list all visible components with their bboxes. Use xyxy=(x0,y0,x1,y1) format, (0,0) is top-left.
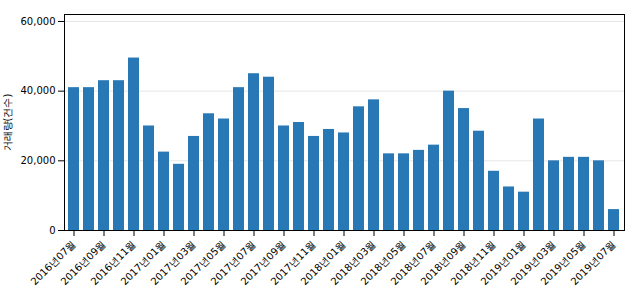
svg-text:2019년01월: 2019년01월 xyxy=(478,238,528,288)
svg-text:2018년07월: 2018년07월 xyxy=(388,238,438,288)
svg-text:2017년07월: 2017년07월 xyxy=(208,238,258,288)
svg-text:2017년03월: 2017년03월 xyxy=(148,238,198,288)
svg-text:2016년09월: 2016년09월 xyxy=(58,238,108,288)
svg-text:60,000: 60,000 xyxy=(21,16,56,27)
svg-text:2017년09월: 2017년09월 xyxy=(238,238,288,288)
svg-text:0: 0 xyxy=(49,225,55,236)
svg-text:20,000: 20,000 xyxy=(21,155,56,166)
svg-text:2016년07월: 2016년07월 xyxy=(28,238,78,288)
svg-text:2017년11월: 2017년11월 xyxy=(268,238,318,288)
svg-text:2019년07월: 2019년07월 xyxy=(569,238,618,287)
svg-text:거래량(건수): 거래량(건수) xyxy=(2,94,13,152)
svg-text:2017년01월: 2017년01월 xyxy=(118,238,168,288)
svg-text:2018년01월: 2018년01월 xyxy=(298,238,348,288)
svg-text:2018년11월: 2018년11월 xyxy=(448,238,498,288)
svg-text:2018년09월: 2018년09월 xyxy=(418,238,468,288)
svg-text:2018년03월: 2018년03월 xyxy=(328,238,378,288)
svg-text:2018년05월: 2018년05월 xyxy=(358,238,408,288)
svg-text:2016년11월: 2016년11월 xyxy=(88,238,138,288)
svg-text:2019년05월: 2019년05월 xyxy=(538,238,588,288)
svg-text:2019년03월: 2019년03월 xyxy=(508,238,558,288)
svg-text:40,000: 40,000 xyxy=(21,85,56,96)
svg-text:2017년05월: 2017년05월 xyxy=(178,238,228,288)
